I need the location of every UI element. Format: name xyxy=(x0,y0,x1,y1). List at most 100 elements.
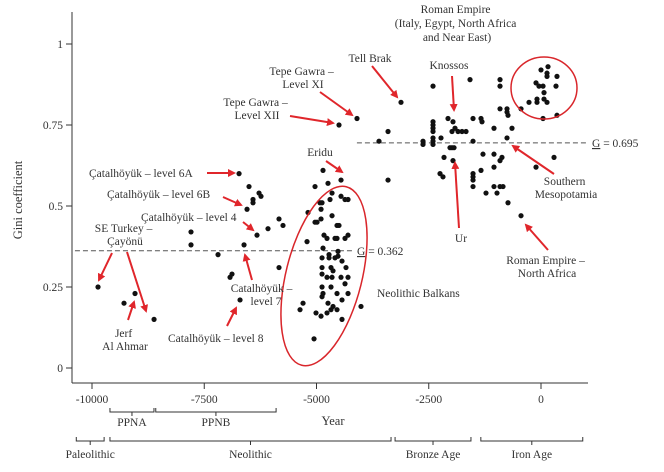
data-point xyxy=(244,206,250,212)
data-point xyxy=(533,164,539,170)
data-point xyxy=(541,90,547,96)
data-point xyxy=(491,125,497,131)
x-tick-label: -2500 xyxy=(415,394,442,406)
label-tepe-gawra-xii: Tepe Gawra – Level XII xyxy=(223,97,290,122)
data-point xyxy=(505,112,511,118)
arrow-jerf-al-ahmar xyxy=(127,300,136,321)
data-point xyxy=(494,190,500,196)
label-se-turkey-cayonu: SE Turkey – Çayönü xyxy=(95,223,155,248)
data-point xyxy=(319,284,325,290)
data-point xyxy=(345,274,351,280)
period-brackets: PPNA PPNB Paleolithic Neolithic Bronze Age Ir… xyxy=(66,408,584,461)
data-point xyxy=(518,213,524,219)
data-point xyxy=(385,128,391,135)
data-point xyxy=(132,290,138,297)
data-point xyxy=(470,183,476,190)
period-neolithic-bracket xyxy=(109,437,392,445)
data-point xyxy=(504,135,510,141)
data-point xyxy=(319,264,325,271)
data-point xyxy=(451,145,457,151)
x-ticks: -10000 -7500 -5000 -2500 0 xyxy=(76,383,544,406)
y-tick-label: 0.5 xyxy=(49,201,64,213)
y-tick-label: 0.75 xyxy=(43,120,63,132)
data-point xyxy=(497,83,503,89)
data-point xyxy=(320,167,326,173)
data-point xyxy=(320,245,326,251)
period-ppnb-bracket xyxy=(155,408,277,416)
data-point xyxy=(540,83,546,89)
x-tick-label: -10000 xyxy=(76,394,109,406)
period-bronze-age-bracket xyxy=(394,437,472,445)
data-point xyxy=(227,274,233,280)
data-point xyxy=(467,77,473,83)
data-point xyxy=(385,177,391,183)
data-point xyxy=(318,313,324,319)
data-point xyxy=(332,235,338,241)
data-point xyxy=(398,99,404,105)
period-neolithic-label: Neolithic xyxy=(229,449,272,461)
data-point xyxy=(188,229,194,235)
label-roman-north-africa: Roman Empire – North Africa xyxy=(506,255,587,280)
data-point xyxy=(478,167,484,173)
data-point xyxy=(254,232,260,238)
data-point xyxy=(480,151,486,157)
label-tell-brak: Tell Brak xyxy=(349,53,392,65)
data-point xyxy=(470,115,476,122)
y-ticks: 0 0.25 0.5 0.75 1 xyxy=(43,39,72,375)
data-point xyxy=(500,183,506,190)
data-point xyxy=(334,290,340,297)
arrow-southern-mesopotamia xyxy=(511,144,555,175)
x-tick-label: -7500 xyxy=(191,394,218,406)
data-point xyxy=(336,222,342,229)
annotation-labels: Roman Empire (Italy, Egypt, North Africa… xyxy=(89,4,597,353)
data-point xyxy=(430,83,436,89)
data-point xyxy=(304,239,310,245)
data-point xyxy=(554,73,560,79)
data-point xyxy=(420,141,426,148)
data-point xyxy=(459,128,465,135)
data-point xyxy=(335,248,341,254)
data-point xyxy=(325,300,331,306)
data-point xyxy=(280,222,286,229)
y-tick-label: 0.25 xyxy=(43,282,63,294)
label-jerf-al-ahmar: Jerf Al Ahmar xyxy=(102,328,148,353)
y-tick-label: 0 xyxy=(57,363,63,375)
data-point xyxy=(497,158,503,164)
label-neolithic-balkans: Neolithic Balkans xyxy=(377,288,460,300)
y-tick-label: 1 xyxy=(57,39,63,51)
data-point xyxy=(318,206,324,212)
data-points xyxy=(95,64,560,342)
data-point xyxy=(463,128,469,135)
data-point xyxy=(450,119,456,125)
label-catalhoyuk-7: Catalhöyük – level 7 xyxy=(231,283,296,308)
data-point xyxy=(526,99,532,105)
data-point xyxy=(314,219,320,225)
data-point xyxy=(339,258,345,264)
data-point xyxy=(276,264,282,271)
label-eridu: Eridu xyxy=(307,147,333,159)
mean-label-neolithic: G = 0.362 xyxy=(357,246,404,258)
label-southern-mesopotamia: Southern Mesopotamia xyxy=(535,176,598,201)
data-point xyxy=(237,297,243,303)
arrow-roman-north-africa xyxy=(524,223,549,251)
period-ppna-bracket xyxy=(109,408,155,416)
data-point xyxy=(300,300,306,306)
period-ppna-label: PPNA xyxy=(117,417,147,429)
data-point xyxy=(121,300,127,306)
arrow-cayonu-2 xyxy=(126,251,148,313)
data-point xyxy=(553,83,559,89)
period-iron-age-label: Iron Age xyxy=(512,449,553,461)
data-point xyxy=(339,297,345,303)
data-point xyxy=(438,135,444,141)
data-point xyxy=(313,310,319,316)
data-point xyxy=(246,183,252,190)
data-point xyxy=(497,77,503,83)
data-point xyxy=(545,64,551,70)
data-point xyxy=(330,268,336,274)
arrow-ur xyxy=(451,161,460,229)
data-point xyxy=(376,138,382,144)
data-point xyxy=(497,106,503,112)
data-point xyxy=(544,73,550,79)
data-point xyxy=(509,125,515,131)
label-ur: Ur xyxy=(455,233,467,245)
